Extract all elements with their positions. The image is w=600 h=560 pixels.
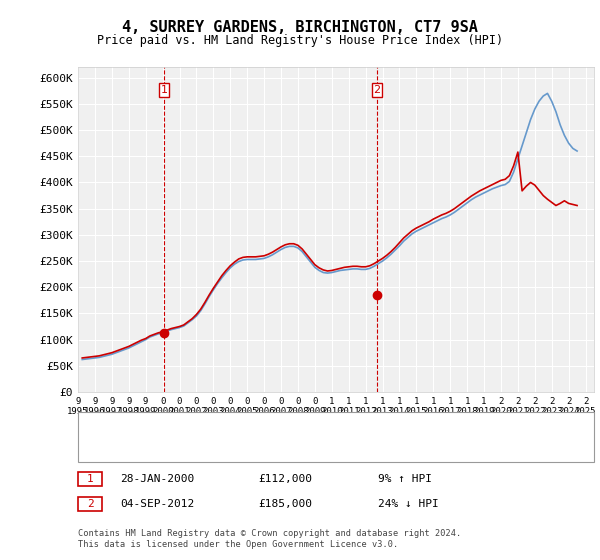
- Text: 2: 2: [86, 499, 94, 509]
- Text: HPI: Average price, detached house, Thanet: HPI: Average price, detached house, Than…: [126, 445, 378, 454]
- Text: 4, SURREY GARDENS, BIRCHINGTON, CT7 9SA: 4, SURREY GARDENS, BIRCHINGTON, CT7 9SA: [122, 20, 478, 35]
- Text: £112,000: £112,000: [258, 474, 312, 484]
- Text: 04-SEP-2012: 04-SEP-2012: [120, 499, 194, 509]
- Text: 1: 1: [86, 474, 94, 484]
- Text: 2: 2: [373, 85, 380, 95]
- Text: Price paid vs. HM Land Registry's House Price Index (HPI): Price paid vs. HM Land Registry's House …: [97, 34, 503, 46]
- Text: 28-JAN-2000: 28-JAN-2000: [120, 474, 194, 484]
- Text: £185,000: £185,000: [258, 499, 312, 509]
- Text: 4, SURREY GARDENS, BIRCHINGTON, CT7 9SA (detached house): 4, SURREY GARDENS, BIRCHINGTON, CT7 9SA …: [126, 422, 462, 432]
- Text: Contains HM Land Registry data © Crown copyright and database right 2024.
This d: Contains HM Land Registry data © Crown c…: [78, 529, 461, 549]
- Text: 1: 1: [160, 85, 167, 95]
- Text: 9% ↑ HPI: 9% ↑ HPI: [378, 474, 432, 484]
- Text: 24% ↓ HPI: 24% ↓ HPI: [378, 499, 439, 509]
